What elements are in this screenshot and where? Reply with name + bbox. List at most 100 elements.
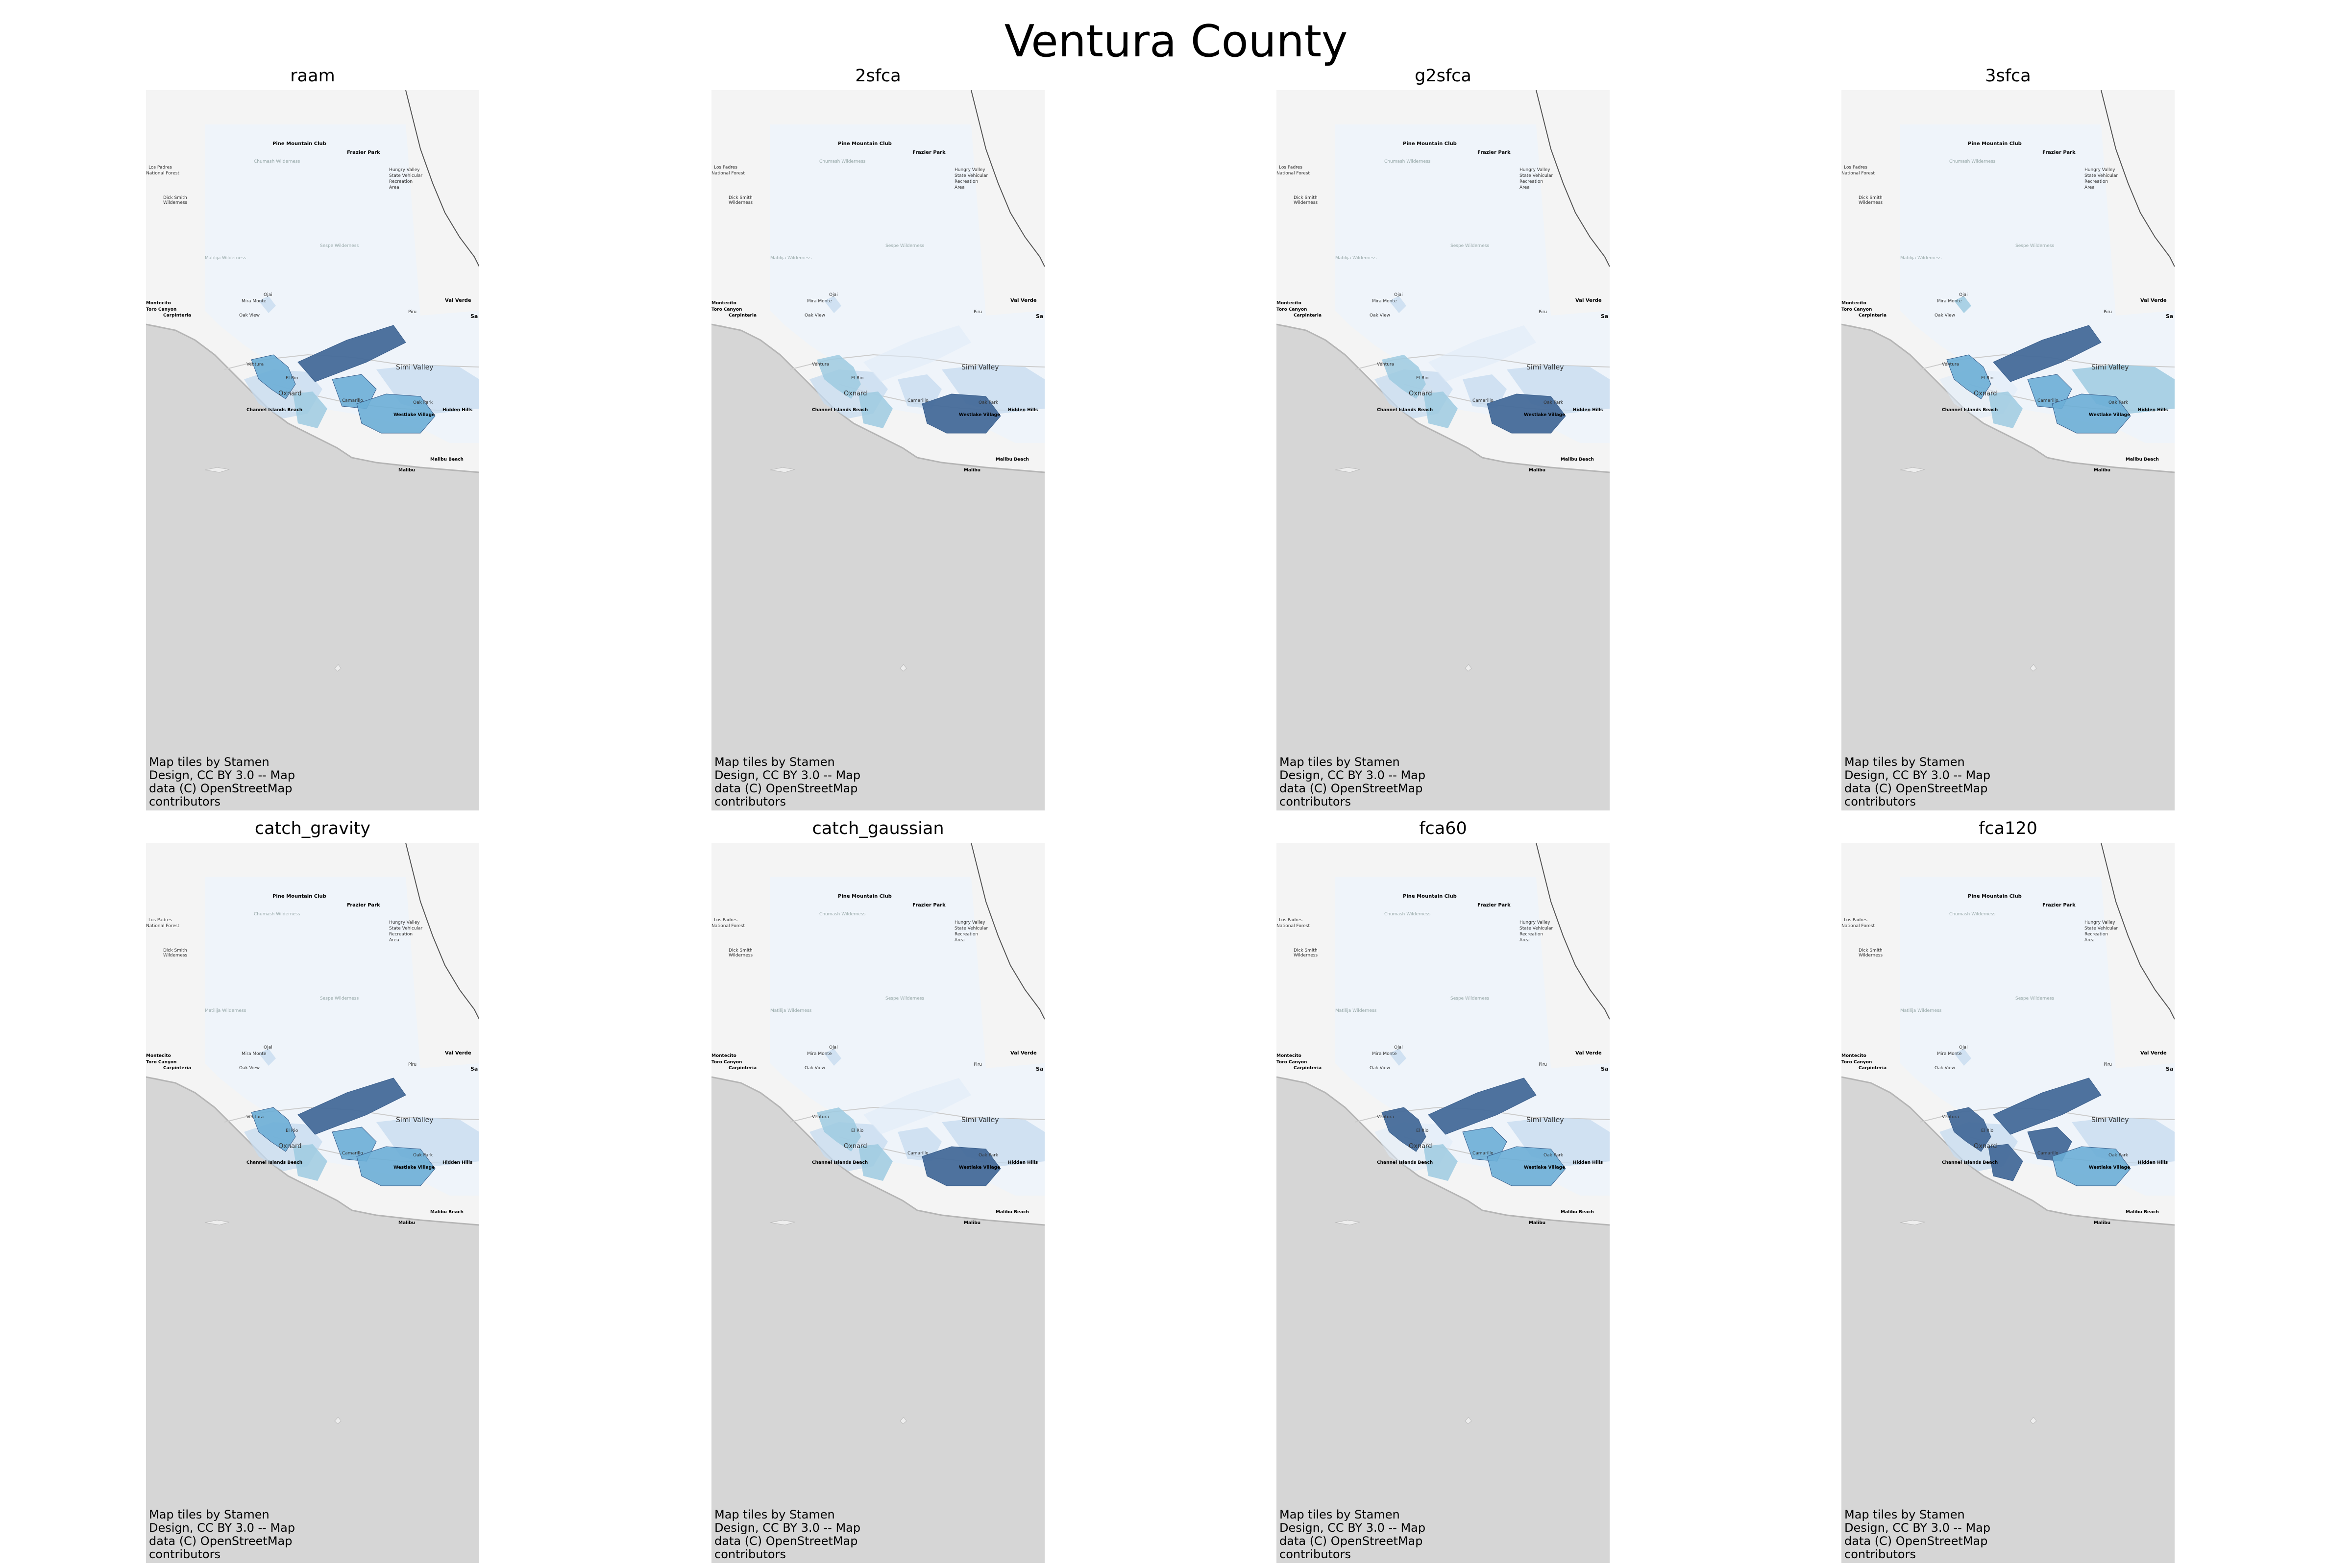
label-malibu-beach: Malibu Beach — [996, 1210, 1029, 1215]
label-val-verde: Val Verde — [445, 298, 471, 303]
island — [2030, 1417, 2037, 1424]
label-oak-view: Oak View — [239, 1066, 260, 1071]
figure-title: Ventura County — [1004, 16, 1348, 67]
label-ventura: Ventura — [1942, 362, 1959, 367]
label-ojai: Ojai — [264, 1045, 272, 1050]
label-malibu: Malibu — [964, 468, 980, 473]
label-matilija-wilderness: Matilija Wilderness — [1900, 1008, 1942, 1013]
label-wilderness: Wilderness — [163, 200, 187, 205]
label-hungry-valley: Hungry Valley — [955, 920, 985, 925]
label-malibu: Malibu — [964, 1221, 980, 1225]
label-chumash-wilderness: Chumash Wilderness — [1384, 912, 1431, 917]
island — [900, 1417, 907, 1424]
label-hungry-valley: Hungry Valley — [1519, 920, 1550, 925]
map-panel-3sfca[interactable]: Pine Mountain Club Frazier Park Los Padr… — [1841, 90, 2175, 810]
region-ventura — [251, 354, 296, 399]
map-panel-2sfca[interactable]: Pine Mountain Club Frazier Park Los Padr… — [711, 90, 1045, 810]
label-frazier-park: Frazier Park — [1477, 903, 1511, 908]
county-border — [405, 90, 479, 267]
region-thousand-oaks — [2052, 1146, 2131, 1186]
island — [1900, 467, 1925, 473]
label-sespe-wilderness: Sespe Wilderness — [320, 244, 359, 248]
label-wilderness: Wilderness — [729, 200, 753, 205]
label-los-padres: Los Padres — [148, 165, 172, 170]
label-malibu: Malibu — [2094, 1221, 2110, 1225]
label-mira-monte: Mira Monte — [1937, 299, 1962, 304]
label-hungry-valley: Hungry Valley — [955, 168, 985, 172]
label-val-verde: Val Verde — [445, 1051, 471, 1056]
county-base — [205, 877, 479, 1196]
label-sespe-wilderness: Sespe Wilderness — [885, 244, 924, 248]
label-dick-smith: Dick Smith — [729, 948, 753, 953]
label-area: Area — [955, 185, 965, 190]
label-toro-canyon: Toro Canyon — [146, 307, 176, 312]
label-sespe-wilderness: Sespe Wilderness — [2015, 996, 2054, 1001]
label-ojai: Ojai — [264, 293, 272, 297]
label-montecito: Montecito — [146, 301, 171, 306]
label-frazier-park: Frazier Park — [912, 903, 946, 908]
label-oak-park: Oak Park — [413, 1153, 433, 1158]
island — [2030, 664, 2037, 672]
label-camarillo: Camarillo — [907, 398, 929, 403]
island — [770, 1220, 795, 1225]
county-base — [770, 877, 1045, 1196]
label-wilderness: Wilderness — [729, 953, 753, 958]
map-attribution: Map tiles by Stamen Design, CC BY 3.0 --… — [1844, 755, 1991, 808]
region-oxnard — [293, 392, 327, 428]
label-ojai: Ojai — [1959, 293, 1968, 297]
map-panel-catch_gravity[interactable]: Pine Mountain Club Frazier Park Los Padr… — [146, 843, 479, 1563]
label-pine-mountain-club: Pine Mountain Club — [272, 894, 326, 899]
label-camarillo: Camarillo — [342, 1151, 363, 1156]
region-camarillo — [898, 374, 942, 409]
label-oak-park: Oak Park — [413, 400, 433, 405]
label-channel-islands-beach: Channel Islands Beach — [812, 1160, 868, 1165]
panel-title: fca120 — [1979, 819, 2037, 838]
label-toro-canyon: Toro Canyon — [1841, 307, 1872, 312]
label-matilija-wilderness: Matilija Wilderness — [1900, 256, 1942, 261]
coastline — [146, 1076, 479, 1226]
label-el-rio: El Rio — [286, 376, 298, 381]
county-border — [2101, 843, 2175, 1020]
label-toro-canyon: Toro Canyon — [711, 307, 742, 312]
label-piru: Piru — [2104, 310, 2112, 315]
label-oak-park: Oak Park — [979, 400, 999, 405]
label-chumash-wilderness: Chumash Wilderness — [819, 912, 866, 917]
label-channel-islands-beach: Channel Islands Beach — [246, 408, 302, 413]
label-montecito: Montecito — [1276, 1054, 1301, 1058]
region-ventura — [1381, 1107, 1426, 1152]
label-santa: Sa — [470, 1066, 478, 1072]
label-camarillo: Camarillo — [907, 1151, 929, 1156]
label-pine-mountain-club: Pine Mountain Club — [1403, 141, 1457, 147]
map-panel-g2sfca[interactable]: Pine Mountain Club Frazier Park Los Padr… — [1276, 90, 1610, 810]
map-panel-fca120[interactable]: Pine Mountain Club Frazier Park Los Padr… — [1841, 843, 2175, 1563]
panel-title: g2sfca — [1415, 66, 1471, 86]
label-ventura: Ventura — [1942, 1115, 1959, 1120]
label-hungry-valley: Hungry Valley — [389, 920, 420, 925]
label-el-rio: El Rio — [1981, 1128, 1994, 1133]
region-santa-paula-band — [1993, 325, 2102, 382]
region-oxnard — [1423, 1144, 1458, 1181]
label-westlake-village: Westlake Village — [2089, 1165, 2130, 1170]
label-malibu-beach: Malibu Beach — [1561, 457, 1594, 462]
county-border — [2101, 90, 2175, 267]
label-santa: Sa — [1601, 313, 1608, 319]
map-attribution: Map tiles by Stamen Design, CC BY 3.0 --… — [1279, 755, 1426, 808]
label-oak-park: Oak Park — [2108, 1153, 2129, 1158]
region-santa-paula-band — [1428, 1078, 1537, 1135]
region-santa-paula-band — [297, 1078, 406, 1135]
label-frazier-park: Frazier Park — [2042, 150, 2076, 155]
label-mira-monte: Mira Monte — [807, 299, 832, 304]
county-base — [1335, 877, 1610, 1196]
map-panel-catch_gaussian[interactable]: Pine Mountain Club Frazier Park Los Padr… — [711, 843, 1045, 1563]
map-panel-raam[interactable]: Pine Mountain Club Frazier Park Los Padr… — [146, 90, 479, 810]
label-pine-mountain-club: Pine Mountain Club — [1968, 894, 2022, 899]
label-simi-valley: Simi Valley — [1526, 364, 1564, 371]
label-sespe-wilderness: Sespe Wilderness — [1450, 996, 1489, 1001]
label-carpinteria: Carpinteria — [1294, 1066, 1322, 1071]
county-base — [205, 124, 479, 443]
map-panel-fca60[interactable]: Pine Mountain Club Frazier Park Los Padr… — [1276, 843, 1610, 1563]
label-frazier-park: Frazier Park — [912, 150, 946, 155]
label-montecito: Montecito — [146, 1054, 171, 1058]
label-oxnard: Oxnard — [844, 1143, 867, 1150]
label-recreation: Recreation — [955, 932, 978, 937]
